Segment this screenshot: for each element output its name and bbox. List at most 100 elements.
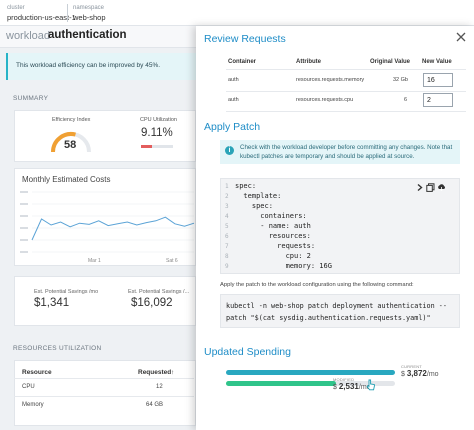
code-line: spec:: [235, 202, 273, 210]
savings-yearly-value: $16,092: [131, 297, 173, 309]
command-block: kubectl -n web-shop patch deployment aut…: [220, 294, 460, 328]
table-divider: [226, 91, 466, 92]
table-divider: [226, 111, 466, 112]
efficiency-label: Efficiency Index: [52, 117, 91, 123]
namespace-label: namespace: [73, 5, 105, 11]
close-icon[interactable]: [455, 31, 467, 43]
apply-note: Apply the patch to the workload configur…: [220, 282, 414, 288]
info-text: Check with the workload developer before…: [240, 144, 453, 160]
gauge-fill: [51, 132, 76, 153]
container-column-header: Container: [228, 59, 257, 65]
current-spending-bar: [226, 370, 395, 375]
breadcrumb-divider: [67, 4, 68, 22]
cpu-utilization-fill: [141, 145, 152, 148]
new-value-input[interactable]: [423, 73, 453, 87]
efficiency-value: 58: [64, 139, 77, 151]
resources-title: RESOURCES UTILIZATION: [13, 345, 102, 352]
cluster-breadcrumb[interactable]: cluster production-us-east-1: [7, 4, 76, 23]
line-number: 4: [225, 213, 229, 220]
modified-label: MODIFIED: [333, 377, 355, 382]
x-tick-label: Sat 6: [166, 258, 178, 264]
download-icon[interactable]: [437, 183, 446, 192]
cluster-label: cluster: [7, 5, 25, 11]
summary-card: [14, 110, 196, 162]
chevron-right-icon[interactable]: [415, 183, 424, 192]
modified-amount: 2,531: [338, 382, 359, 391]
modified-unit: /mo: [358, 384, 371, 391]
costs-title: Monthly Estimated Costs: [22, 175, 111, 184]
requested-column-header[interactable]: Requested: [138, 369, 172, 376]
code-line: template:: [235, 192, 282, 200]
current-dollar: $: [401, 371, 405, 378]
current-amount: 3,872: [406, 369, 427, 378]
line-number: 1: [225, 183, 229, 190]
line-number: 2: [225, 193, 229, 200]
modified-spending-value: $ 2,531/mo: [333, 382, 371, 391]
savings-yearly-label: Est. Potential Savings /...: [128, 289, 190, 295]
row-attribute: resources.requests.cpu: [296, 97, 354, 103]
resource-row-cpu: CPU: [22, 384, 35, 390]
namespace-breadcrumb[interactable]: namespace web-shop: [73, 4, 106, 23]
summary-title: SUMMARY: [13, 95, 49, 102]
command-line: patch "$(cat sysdig.authentication.reque…: [226, 314, 431, 322]
code-line: cpu: 2: [235, 252, 311, 260]
info-callout: i Check with the workload developer befo…: [220, 140, 460, 164]
resource-row-memory: Memory: [22, 402, 44, 408]
sort-arrow-icon[interactable]: ↑: [171, 369, 175, 376]
apply-patch-title: Apply Patch: [204, 121, 261, 133]
banner-text: This workload efficiency can be improved…: [16, 62, 161, 69]
attribute-column-header: Attribute: [296, 59, 321, 65]
y-tick-label: [20, 227, 28, 229]
cpu-utilization-value: 9.11%: [141, 127, 173, 139]
line-number: 3: [225, 203, 229, 210]
top-bar: cluster production-us-east-1 namespace w…: [0, 0, 474, 26]
row-attribute: resources.requests.memory: [296, 77, 365, 83]
code-line: resources:: [235, 232, 311, 240]
row-original-value: 32 Gb: [393, 77, 408, 83]
x-tick-label: Mar 1: [88, 258, 101, 264]
page-title: authentication: [48, 29, 127, 41]
cursor-icon: [366, 379, 375, 391]
cost-series-line: [31, 216, 195, 241]
y-tick-label: [20, 191, 28, 193]
line-number: 7: [225, 243, 229, 250]
row-original-value: 6: [404, 97, 408, 103]
line-number: 8: [225, 253, 229, 260]
workload-kind: workload: [6, 30, 51, 42]
modified-spending-track: [226, 381, 395, 386]
efficiency-gauge: [51, 132, 91, 153]
y-tick-label: [20, 203, 28, 205]
current-spending-value: $ 3,872/mo: [401, 369, 439, 378]
command-line: kubectl -n web-shop patch deployment aut…: [226, 302, 447, 310]
modified-dollar: $: [333, 384, 337, 391]
new-value-input[interactable]: [423, 93, 453, 107]
copy-icon[interactable]: [426, 183, 435, 192]
namespace-value: web-shop: [73, 13, 106, 22]
table-divider: [226, 69, 466, 70]
info-icon: i: [225, 146, 234, 155]
updated-spending-title: Updated Spending: [204, 346, 291, 358]
patch-code-block: 1 2 3 4 5 6 7 8 9 spec: template: spec: …: [220, 178, 460, 274]
costs-chart: Mar 1 Sat 6: [20, 191, 195, 264]
cpu-utilization-bar: [141, 145, 173, 148]
y-tick-label: [20, 239, 28, 241]
resources-card: [14, 360, 196, 426]
savings-card: [14, 276, 196, 326]
y-tick-label: [20, 215, 28, 217]
requested-row-cpu: 12: [156, 384, 163, 390]
original-value-column-header: Original Value: [370, 59, 411, 65]
code-line: memory: 16G: [235, 262, 332, 270]
code-line: - name: auth: [235, 222, 311, 230]
resource-column-header[interactable]: Resource: [22, 369, 52, 376]
line-number: 6: [225, 233, 229, 240]
savings-monthly-label: Est. Potential Savings /mo: [34, 289, 99, 295]
requested-row-memory: 64 GB: [146, 402, 164, 408]
row-container: auth: [228, 97, 239, 103]
current-unit: /mo: [426, 371, 439, 378]
y-tick-label: [20, 251, 28, 253]
table-divider: [14, 378, 194, 379]
cpu-utilization-label: CPU Utilization: [140, 117, 177, 123]
modified-spending-bar: [226, 381, 336, 386]
new-value-column-header: New Value: [422, 59, 452, 65]
code-line: containers:: [235, 212, 307, 220]
